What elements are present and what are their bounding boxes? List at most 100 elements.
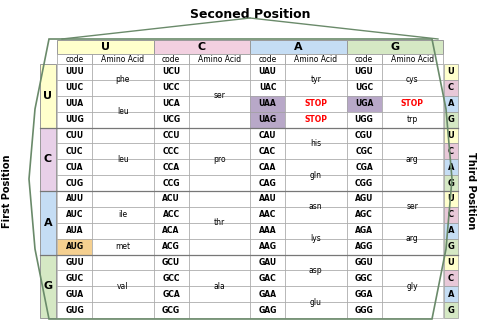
Bar [250, 286, 285, 302]
Bar [285, 270, 346, 286]
Bar [154, 302, 188, 318]
Bar [40, 254, 56, 318]
Text: C: C [448, 210, 454, 219]
Text: GUG: GUG [65, 306, 84, 315]
Text: asp: asp [309, 266, 322, 275]
Text: GGU: GGU [354, 258, 374, 267]
Bar [285, 144, 346, 159]
Text: UCU: UCU [162, 67, 180, 76]
Bar [250, 54, 285, 64]
Bar [188, 223, 250, 238]
Text: UGU: UGU [354, 67, 374, 76]
Text: Amino Acid: Amino Acid [198, 54, 241, 64]
Bar [92, 254, 154, 270]
Text: AGU: AGU [355, 194, 373, 203]
Bar [154, 54, 188, 64]
Bar [57, 128, 92, 144]
Bar [250, 175, 285, 191]
Bar [57, 254, 92, 270]
Bar [250, 254, 285, 270]
Bar [444, 144, 458, 159]
Text: CUU: CUU [66, 131, 84, 140]
Bar [154, 286, 188, 302]
Bar [250, 64, 285, 80]
Bar [346, 286, 382, 302]
Bar [285, 238, 346, 254]
Bar [154, 175, 188, 191]
Text: A: A [44, 218, 52, 228]
Bar [92, 112, 154, 128]
Bar [57, 96, 92, 112]
Bar [188, 238, 250, 254]
Bar [154, 64, 188, 80]
Text: AGG: AGG [355, 242, 373, 251]
Bar [444, 175, 458, 191]
Text: UUC: UUC [66, 83, 84, 92]
Bar [382, 80, 443, 96]
Bar [92, 175, 154, 191]
Bar [444, 128, 458, 144]
Text: ala: ala [214, 282, 225, 291]
Text: thr: thr [214, 218, 225, 227]
Text: GAC: GAC [258, 274, 276, 283]
Bar [188, 80, 250, 96]
Bar [154, 128, 188, 144]
Text: AGA: AGA [355, 226, 373, 235]
Bar [57, 270, 92, 286]
Text: GCC: GCC [162, 274, 180, 283]
Bar [154, 112, 188, 128]
Bar [382, 144, 443, 159]
Bar [188, 207, 250, 223]
Text: GAA: GAA [258, 290, 276, 299]
Text: U: U [44, 91, 52, 101]
Bar [444, 254, 458, 270]
Text: ACG: ACG [162, 242, 180, 251]
Text: GCU: GCU [162, 258, 180, 267]
Bar [285, 54, 346, 64]
Bar [382, 96, 443, 112]
Bar [382, 159, 443, 175]
Text: A: A [294, 42, 302, 52]
Text: G: G [448, 115, 454, 124]
Bar [92, 159, 154, 175]
Text: CGC: CGC [356, 147, 373, 156]
Bar [250, 207, 285, 223]
Bar [92, 286, 154, 302]
Bar [346, 96, 382, 112]
Text: code: code [355, 54, 373, 64]
Text: CAC: CAC [259, 147, 276, 156]
Text: GUA: GUA [66, 290, 84, 299]
Bar [346, 175, 382, 191]
Bar [154, 254, 188, 270]
Text: A: A [448, 290, 454, 299]
Bar [382, 112, 443, 128]
Text: glu: glu [310, 298, 322, 307]
Bar [154, 238, 188, 254]
Text: C: C [44, 154, 52, 164]
Bar [92, 191, 154, 207]
Text: U: U [448, 67, 454, 76]
Text: code: code [66, 54, 84, 64]
Text: CAG: CAG [258, 179, 276, 188]
Bar [92, 64, 154, 80]
Text: code: code [162, 54, 180, 64]
Bar [188, 254, 250, 270]
Bar [444, 64, 458, 80]
Text: Amino Acid: Amino Acid [390, 54, 434, 64]
Bar [57, 286, 92, 302]
Bar [154, 159, 188, 175]
Bar [92, 80, 154, 96]
Bar [92, 128, 154, 144]
Bar [188, 112, 250, 128]
Bar [57, 159, 92, 175]
Bar [285, 191, 346, 207]
Bar [346, 128, 382, 144]
Bar [57, 223, 92, 238]
Bar [250, 159, 285, 175]
Bar [188, 175, 250, 191]
Bar [382, 64, 443, 80]
Bar [285, 223, 346, 238]
Bar [154, 191, 188, 207]
Bar [346, 238, 382, 254]
Text: GGC: GGC [355, 274, 373, 283]
